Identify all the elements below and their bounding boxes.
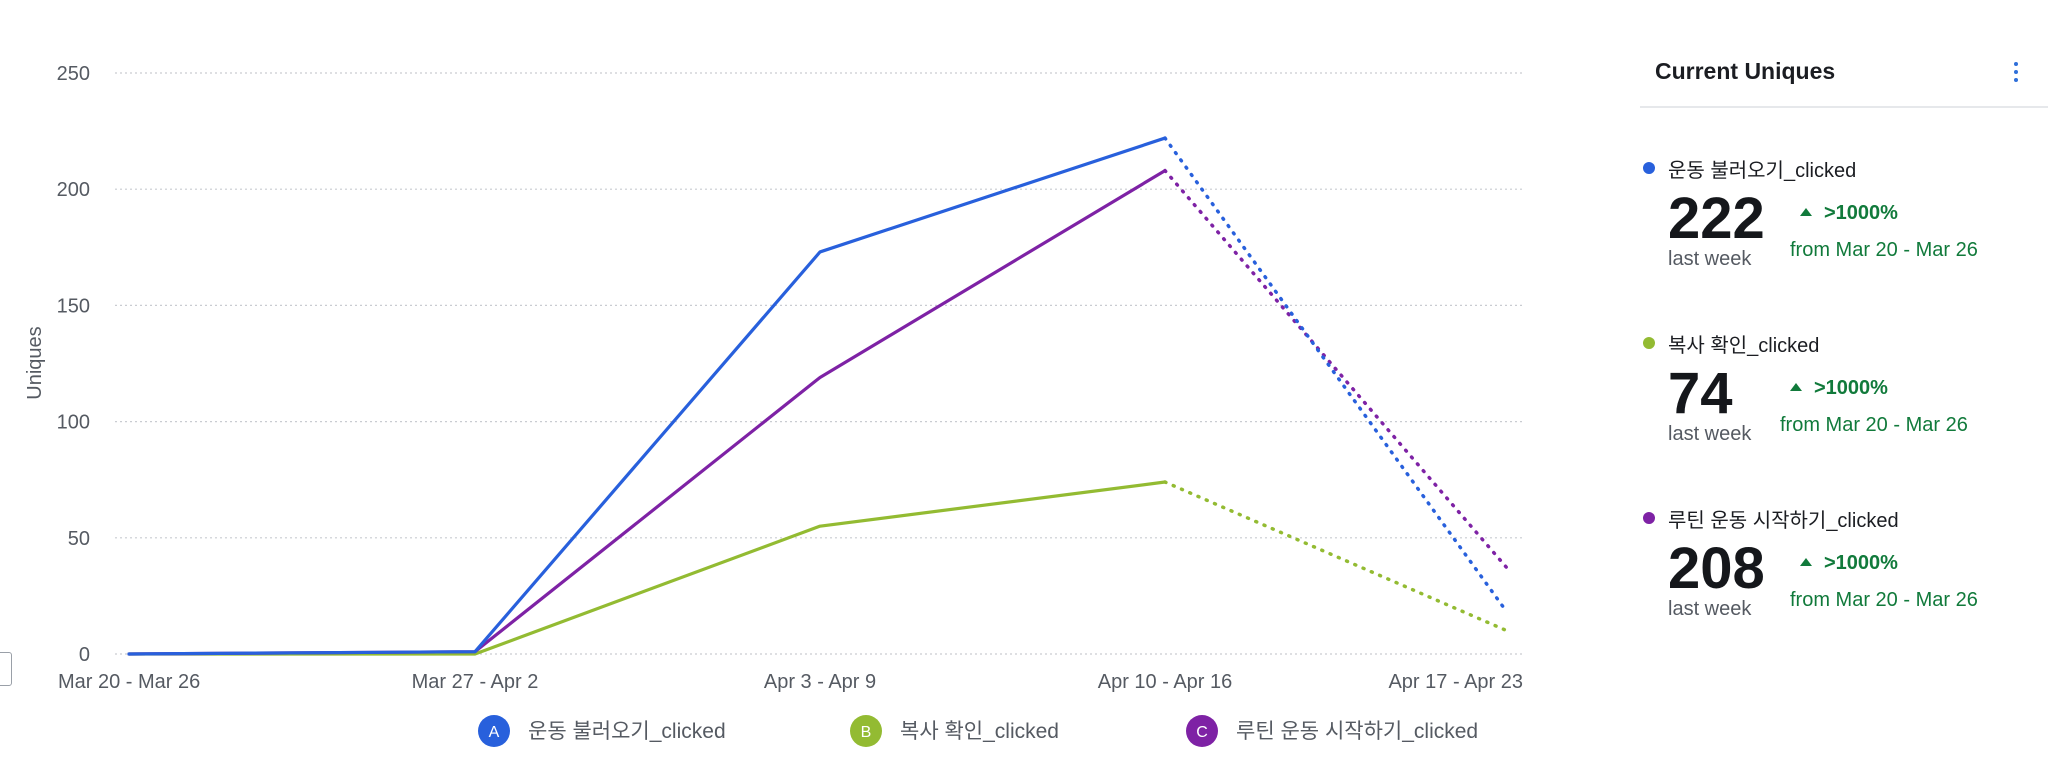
series-dot-icon (1643, 512, 1655, 524)
x-tick-label: Mar 27 - Apr 2 (412, 671, 539, 693)
metric-name: 운동 불러오기_clicked (1668, 160, 1857, 182)
uniques-line-chart: 0 50 100 150 200 250 Uniques Mar 20 - Mar 26 Mar… (0, 63, 1525, 747)
series-dot-icon (1643, 337, 1655, 349)
legend-letter: B (861, 724, 872, 741)
series-line (127, 136, 1167, 656)
y-tick-label: 150 (57, 295, 90, 317)
y-axis-title: Uniques (24, 326, 46, 399)
chart-svg: 0 50 100 150 200 250 Uniques Mar 20 - Mar 26 Mar… (24, 63, 1525, 747)
series-line (127, 480, 1167, 656)
metric-value: 74 (1668, 361, 1733, 426)
y-tick-label: 100 (57, 412, 90, 434)
series-line (127, 169, 1167, 656)
panel-title: Current Uniques (1655, 58, 1836, 84)
metric-period: last week (1668, 248, 1752, 270)
panel-header: Current Uniques (1640, 50, 2048, 108)
metric-change: >1000% (1800, 202, 1898, 225)
metric-period: last week (1668, 423, 1752, 445)
legend-label: 루틴 운동 시작하기_clicked (1236, 720, 1478, 743)
metric-period: last week (1668, 598, 1752, 620)
series-line-incomplete (1163, 480, 1509, 633)
metric-change: >1000% (1800, 552, 1898, 575)
x-tick-label: Apr 17 - Apr 23 (1388, 671, 1523, 693)
metric-name: 복사 확인_clicked (1668, 335, 1820, 357)
legend-letter: A (489, 724, 500, 741)
metric-value: 222 (1668, 186, 1765, 251)
legend-letter: C (1196, 724, 1208, 741)
x-tick-label: Apr 10 - Apr 16 (1098, 671, 1233, 693)
legend-badge (850, 715, 882, 747)
legend-label: 복사 확인_clicked (900, 720, 1059, 743)
legend-label: 운동 불러오기_clicked (528, 720, 726, 743)
metric-comparison: from Mar 20 - Mar 26 (1780, 414, 1968, 436)
legend-badge (478, 715, 510, 747)
y-tick-label: 50 (68, 528, 90, 550)
series-line-incomplete (1163, 136, 1509, 614)
metric-name: 루틴 운동 시작하기_clicked (1668, 510, 1899, 532)
metric-value: 208 (1668, 536, 1765, 601)
y-tick-label: 200 (57, 179, 90, 201)
triangle-up-icon (1790, 383, 1802, 391)
x-tick-label: Apr 3 - Apr 9 (764, 671, 876, 693)
triangle-up-icon (1800, 558, 1812, 566)
metric-card: 운동 불러오기_clicked 222 last week >1000% fro… (1640, 152, 2048, 312)
metric-change: >1000% (1790, 377, 1888, 400)
metric-comparison: from Mar 20 - Mar 26 (1790, 239, 1978, 261)
metric-comparison: from Mar 20 - Mar 26 (1790, 589, 1978, 611)
chart-collapse-handle[interactable] (0, 652, 12, 686)
metric-card: 복사 확인_clicked 74 last week >1000% from M… (1640, 327, 2048, 487)
metric-card: 루틴 운동 시작하기_clicked 208 last week >1000% … (1640, 502, 2048, 662)
x-tick-label: Mar 20 - Mar 26 (58, 671, 200, 693)
y-tick-label: 250 (57, 63, 90, 85)
triangle-up-icon (1800, 208, 1812, 216)
y-tick-label: 0 (79, 644, 90, 666)
kebab-menu-icon[interactable] (2004, 58, 2028, 88)
series-dot-icon (1643, 162, 1655, 174)
series-line-incomplete (1163, 168, 1509, 570)
legend-badge (1186, 715, 1218, 747)
current-uniques-panel: Current Uniques 운동 불러오기_clicked 222 last… (1640, 0, 2048, 775)
